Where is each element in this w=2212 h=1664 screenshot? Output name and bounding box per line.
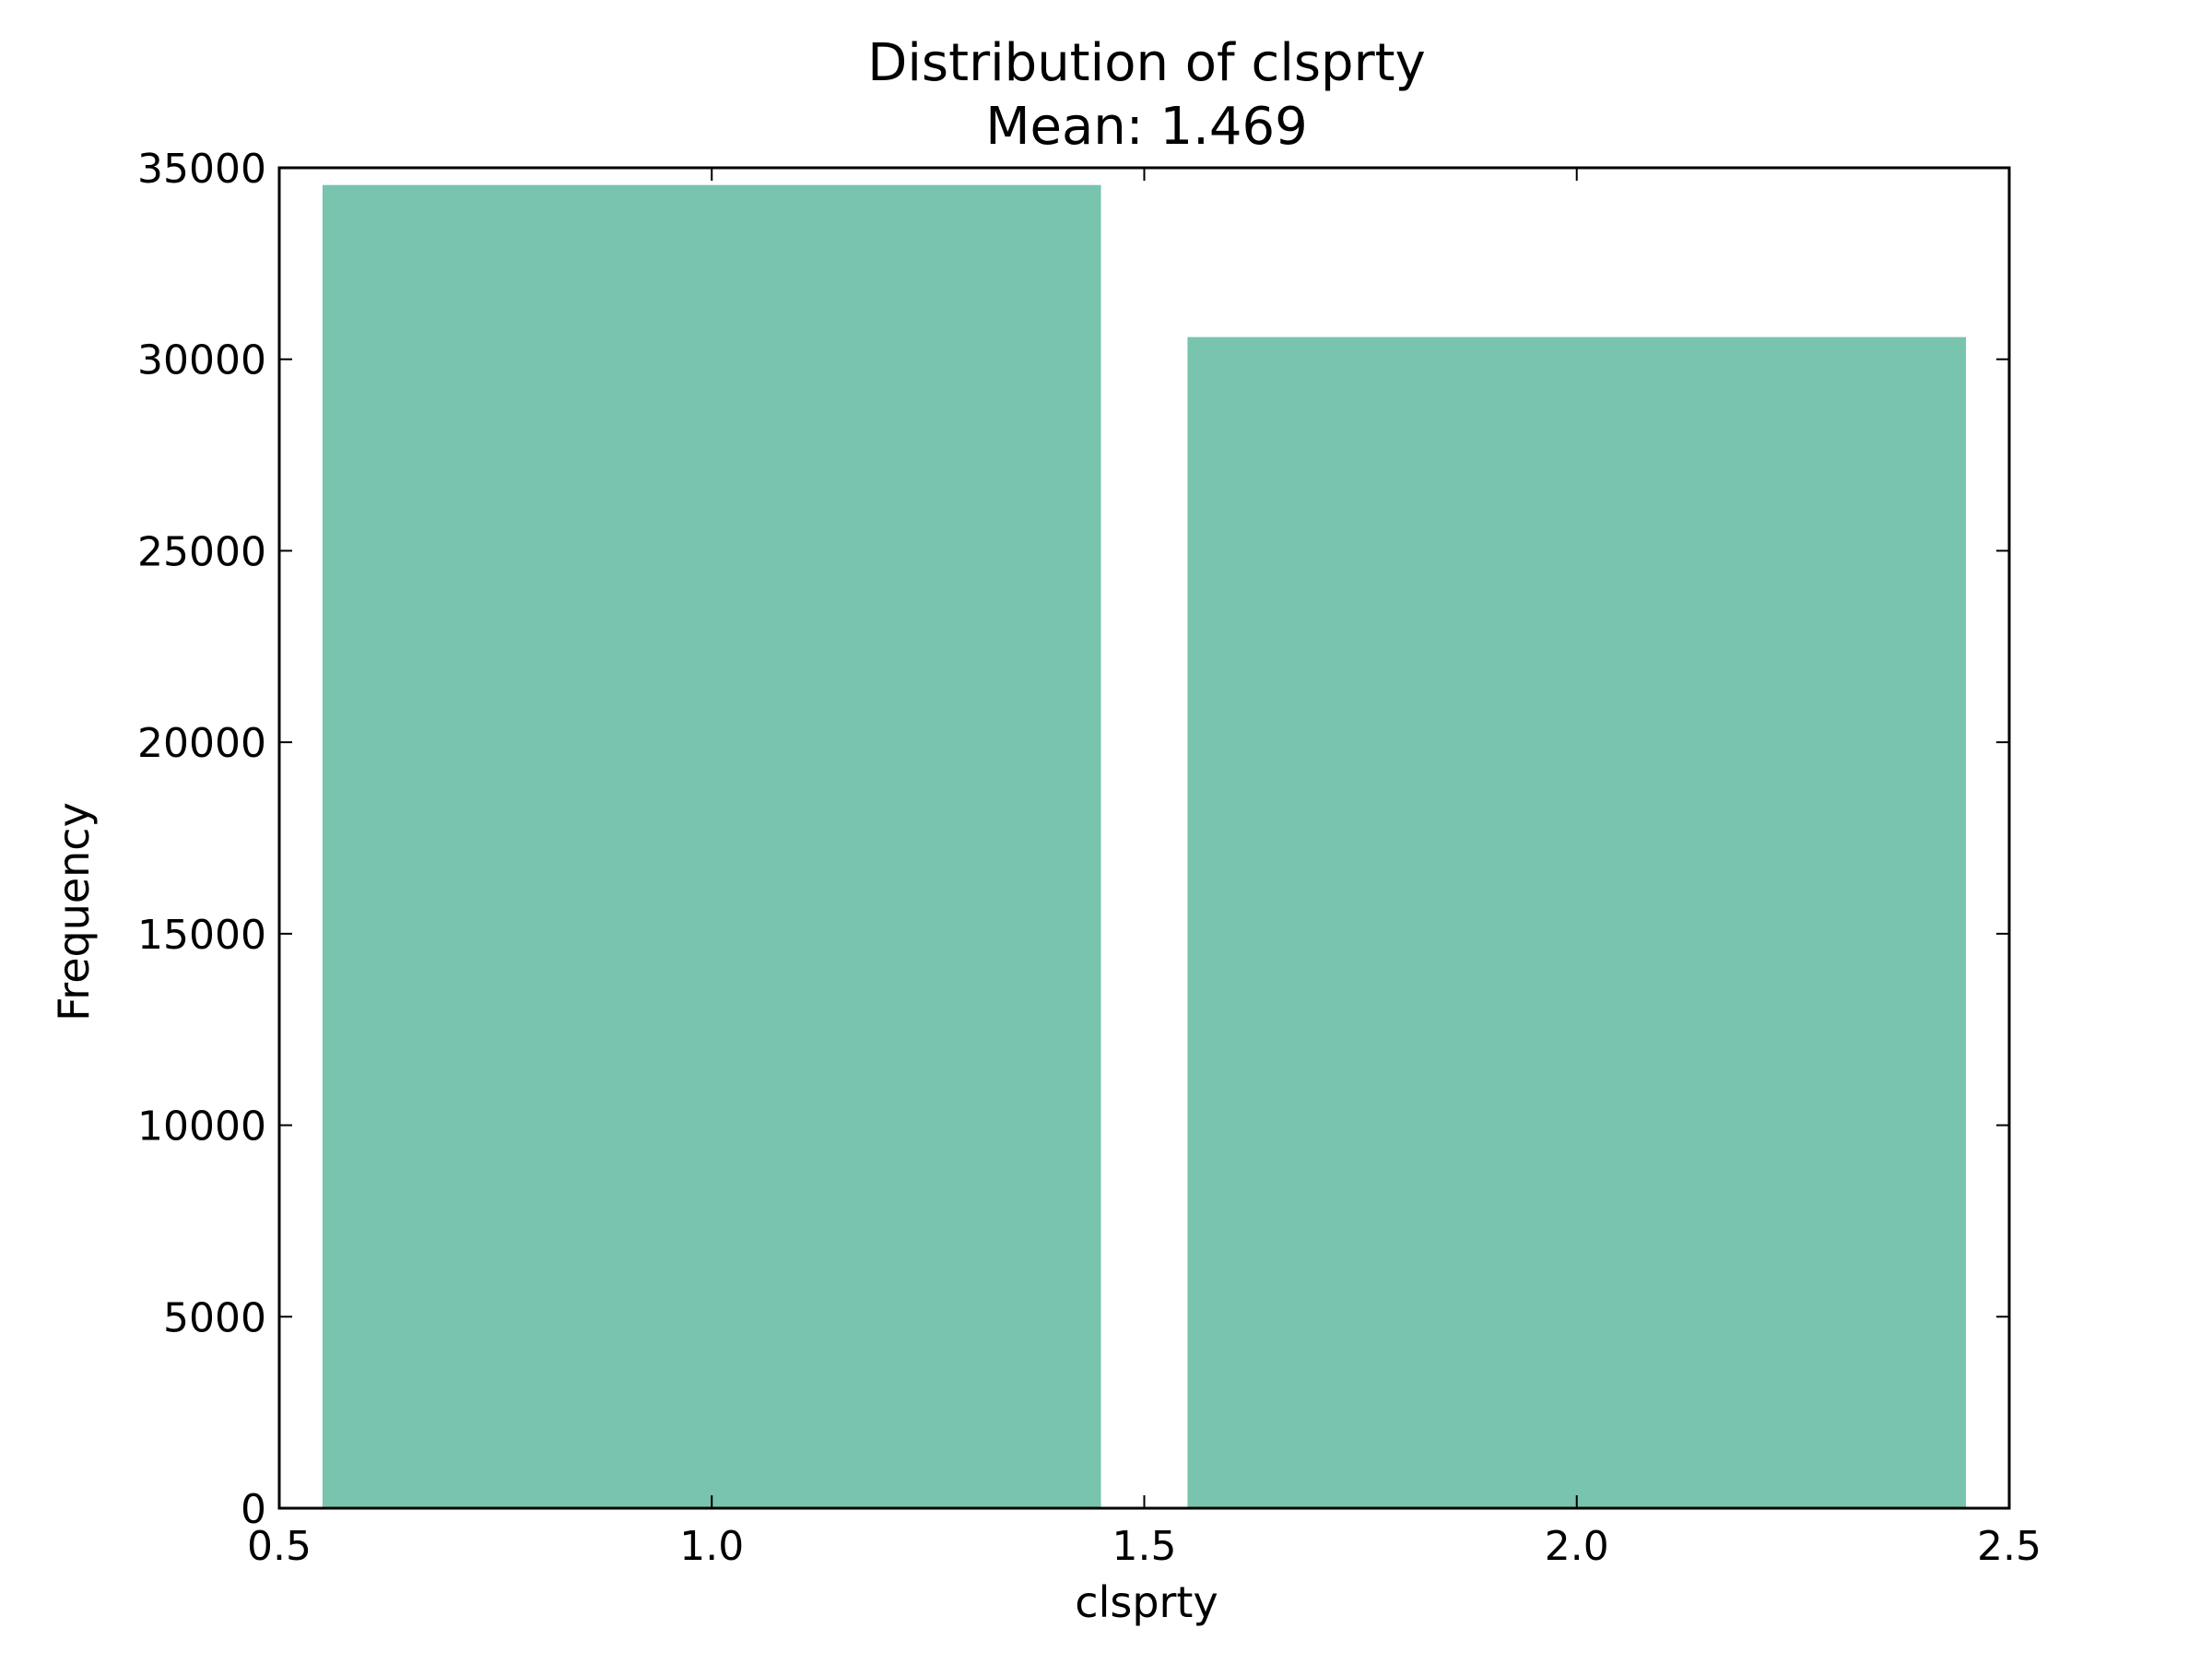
ticks-layer: 0.5 1.0 1.5 2.0 2.5 0 5000 10000 15000 20000 25000…: [137, 146, 2041, 1570]
plot-frame: [277, 166, 2011, 1510]
bar: [1187, 336, 1967, 1509]
x-tick-label: 0.5: [247, 1523, 312, 1570]
y-axis-label: Frequency: [49, 802, 99, 1021]
y-tick-label: 0: [241, 1486, 266, 1533]
y-tick-label: 35000: [137, 146, 266, 193]
x-tick-label: 1.0: [679, 1523, 744, 1570]
y-tick-label: 30000: [137, 337, 266, 384]
x-tick-label: 2.0: [1545, 1523, 1609, 1570]
bar: [322, 184, 1101, 1508]
y-tick-label: 20000: [137, 720, 266, 767]
y-tick-label: 15000: [137, 912, 266, 959]
x-tick-label: 2.5: [1977, 1523, 2041, 1570]
x-tick-label: 1.5: [1112, 1523, 1177, 1570]
y-tick-label: 25000: [137, 528, 266, 575]
y-tick-label: 5000: [163, 1294, 266, 1341]
chart-subtitle: Mean: 1.469: [985, 97, 1308, 157]
x-axis-label: clsprty: [1075, 1577, 1218, 1627]
y-tick-label: 10000: [137, 1103, 266, 1151]
bars-layer: [322, 184, 1967, 1509]
chart-title: Distribution of clsprty: [867, 33, 1425, 93]
